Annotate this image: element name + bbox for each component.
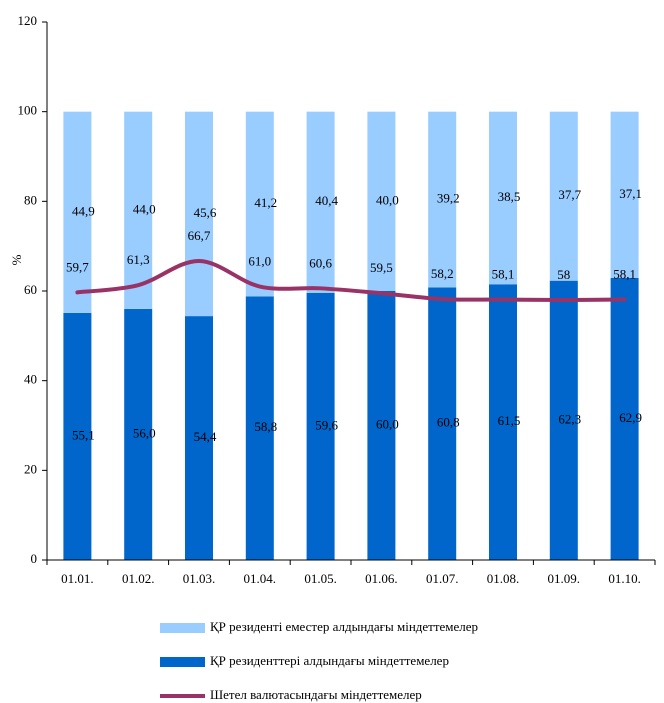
- data-label: 58,8: [254, 419, 277, 434]
- data-label: 62,3: [558, 411, 581, 426]
- data-label: 59,7: [66, 259, 89, 274]
- y-tick-label: 60: [24, 282, 37, 297]
- bar: [185, 111, 213, 317]
- legend-label: ҚР резиденттері алдындағы міндеттемелер: [210, 653, 449, 668]
- bar: [63, 111, 92, 313]
- data-label: 58,1: [613, 267, 636, 282]
- bar: [428, 287, 457, 560]
- y-tick-label: 20: [24, 461, 37, 476]
- y-tick-label: 120: [18, 13, 38, 28]
- data-label: 54,4: [194, 429, 217, 444]
- bar: [124, 111, 153, 309]
- y-tick-label: 0: [31, 551, 38, 566]
- data-label: 60,0: [376, 416, 399, 431]
- data-label: 58,1: [492, 267, 515, 282]
- legend-marker: [160, 623, 205, 633]
- bar: [489, 284, 517, 560]
- bar: [610, 277, 639, 560]
- x-tick-label: 01.01.: [61, 571, 94, 586]
- x-tick-label: 01.08.: [487, 571, 520, 586]
- data-label: 40,0: [376, 192, 399, 207]
- data-label: 58,2: [431, 266, 454, 281]
- data-label: 58: [557, 267, 570, 282]
- bar: [306, 111, 335, 293]
- x-tick-label: 01.05.: [304, 571, 337, 586]
- data-label: 59,5: [370, 260, 393, 275]
- data-label: 60,6: [309, 255, 332, 270]
- x-tick-label: 01.02.: [122, 571, 155, 586]
- data-label: 56,0: [133, 425, 156, 440]
- x-tick-label: 01.04.: [244, 571, 277, 586]
- line: [75, 258, 627, 302]
- bar: [428, 111, 457, 288]
- data-label: 61,3: [127, 252, 150, 267]
- bar: [245, 296, 274, 560]
- y-tick-label: 100: [18, 103, 38, 118]
- data-label: 38,5: [498, 189, 521, 204]
- bar: [306, 292, 335, 560]
- data-label: 62,9: [619, 410, 642, 425]
- data-label: 37,7: [558, 187, 581, 202]
- legend-label: ҚР резиденті еместер алдындағы міндеттем…: [210, 619, 478, 634]
- bar: [489, 111, 517, 285]
- x-tick-label: 01.07.: [426, 571, 459, 586]
- y-axis-label: %: [9, 254, 24, 265]
- y-tick-label: 40: [24, 372, 37, 387]
- data-label: 60,8: [437, 415, 460, 430]
- x-tick-label: 01.09.: [548, 571, 581, 586]
- data-label: 61,5: [498, 413, 521, 428]
- x-tick-label: 01.06.: [365, 571, 398, 586]
- data-label: 44,9: [72, 203, 95, 218]
- legend-marker: [160, 657, 205, 667]
- data-label: 44,0: [133, 201, 156, 216]
- data-label: 61,0: [248, 254, 271, 269]
- data-label: 59,6: [315, 417, 338, 432]
- x-tick-label: 01.10.: [608, 571, 641, 586]
- bar: [549, 280, 578, 560]
- data-label: 40,4: [315, 193, 338, 208]
- legend-label: Шетел валютасындағы міндеттемелер: [210, 687, 422, 702]
- x-tick-label: 01.03.: [183, 571, 216, 586]
- bar: [367, 291, 396, 560]
- bar: [549, 111, 578, 281]
- bar: [124, 308, 153, 560]
- y-tick-label: 80: [24, 192, 37, 207]
- bar: [185, 316, 213, 560]
- bar: [63, 312, 92, 560]
- data-label: 41,2: [254, 195, 277, 210]
- data-label: 55,1: [72, 427, 95, 442]
- bar: [245, 111, 274, 297]
- data-label: 37,1: [619, 186, 642, 201]
- bar: [367, 111, 396, 292]
- data-label: 66,7: [188, 228, 211, 243]
- data-label: 45,6: [194, 205, 217, 220]
- bar: [610, 111, 639, 278]
- data-label: 39,2: [437, 191, 460, 206]
